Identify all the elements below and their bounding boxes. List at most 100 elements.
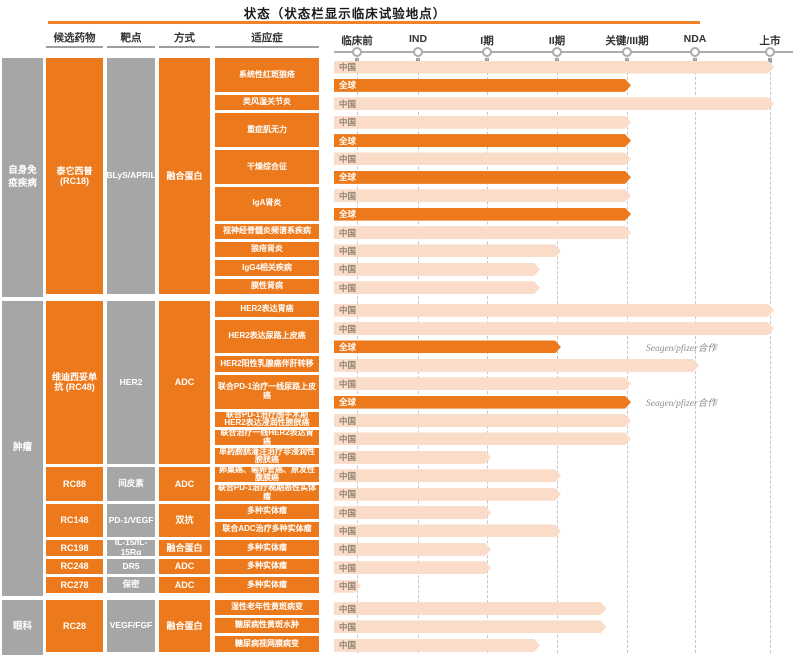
bars-column: 中国 <box>334 485 805 503</box>
indication-row: 多种实体瘤 中国 <box>215 540 805 558</box>
bars-column: 中国 <box>334 636 805 654</box>
stage-marker-circle <box>690 47 700 57</box>
bar-region-label: 全球 <box>339 80 357 91</box>
bar-region-label: 全球 <box>339 172 357 183</box>
indication-cell: 多种实体瘤 <box>215 577 319 593</box>
bar-region-label: 中国 <box>339 544 357 555</box>
pipeline-bar: 中国 <box>334 639 540 652</box>
bar-region-label: 中国 <box>339 360 357 371</box>
pipeline-bar: 中国 <box>334 263 540 276</box>
drug-cell: RC28 <box>46 599 103 652</box>
pipeline-section: 肿瘤 维迪西妥单抗 (RC48) HER2 ADC HER2表达胃癌 中国 HER2表达尿路… <box>2 301 805 596</box>
indication-row: 多种实体瘤 中国 <box>215 503 805 522</box>
category-cell: 自身免疫疾病 <box>2 58 43 298</box>
bar-row: 中国 <box>334 430 805 448</box>
drug-group: RC248 DR5 ADC 多种实体瘤 中国 <box>46 558 805 577</box>
pipeline-bar: 中国 <box>334 602 607 615</box>
category-cell: 眼科 <box>2 599 43 655</box>
bar-region-label: 全球 <box>339 135 357 146</box>
drug-group: RC88 间皮素 ADC 卵巢癌、输卵管癌、原发性腹膜癌 中国 联合PD-1治疗晚期恶性实… <box>46 466 805 504</box>
drug-group: RC198 IL-15/IL-15Rα 融合蛋白 多种实体瘤 中国 <box>46 537 805 558</box>
pipeline-section: 眼科 RC28 VEGF/FGF 融合蛋白 湿性老年性黄斑病变 中国 糖尿病性黄斑水肿 中国糖… <box>2 599 805 655</box>
column-header-target: 靶点 <box>107 31 155 48</box>
drug-groups: 泰它西普 (RC18) BLyS/APRIL 融合蛋白 系统性红斑狼疮 中国 全球 类风湿关… <box>46 58 805 297</box>
indication-row: IgA肾炎 中国 全球 <box>215 186 805 224</box>
bar-region-label: 中国 <box>339 117 357 128</box>
bars-column: 中国 <box>334 540 805 558</box>
bar-region-label: 中国 <box>339 621 357 632</box>
column-header-modality: 方式 <box>159 31 210 48</box>
drug-cell: RC278 <box>46 577 103 593</box>
indication-cell: 多种实体瘤 <box>215 540 319 556</box>
bar-region-label: 中国 <box>339 562 357 573</box>
bars-column: 中国 <box>334 412 805 430</box>
bar-row: 全球 <box>334 76 805 94</box>
indication-row: 重症肌无力 中国 全球 <box>215 113 805 150</box>
bar-row: 中国 <box>334 224 805 242</box>
indication-cell: HER2表达胃癌 <box>215 301 319 317</box>
bars-column: 中国 <box>334 224 805 242</box>
gridline <box>357 57 358 653</box>
bars-column: 中国 <box>334 522 805 540</box>
bar-row: 中国 <box>334 113 805 131</box>
indication-row: 狼疮肾炎 中国 <box>215 241 805 260</box>
modality-cell: ADC <box>159 577 210 593</box>
bars-column: 中国 <box>334 618 805 636</box>
indication-row: 联合PD-1治疗围手术期HER2表达浸润性膀胱癌 中国 <box>215 411 805 430</box>
drug-cell: RC248 <box>46 558 103 575</box>
pipeline-bar: 中国 <box>334 561 491 574</box>
indication-row: 多种实体瘤 中国 <box>215 577 805 595</box>
indications-column: 系统性红斑狼疮 中国 全球 类风湿关节炎 中国 重症肌无力 中国 全球 干燥综合征 中国 全球 IgA… <box>215 58 805 297</box>
bar-region-label: 中国 <box>339 62 357 72</box>
bars-column: 中国 <box>334 430 805 448</box>
bar-row: 中国 <box>334 448 805 466</box>
bar-row: 全球 <box>334 168 805 186</box>
indication-cell: 多种实体瘤 <box>215 503 319 519</box>
target-cell: HER2 <box>107 301 155 464</box>
indication-cell: 糖尿病视网膜病变 <box>215 636 319 652</box>
drug-groups: 维迪西妥单抗 (RC48) HER2 ADC HER2表达胃癌 中国 HER2表达尿路上皮… <box>46 301 805 595</box>
bar-region-label: 中国 <box>339 489 357 500</box>
indication-cell: 类风湿关节炎 <box>215 94 319 111</box>
target-cell: DR5 <box>107 558 155 575</box>
gridline <box>695 57 696 653</box>
bar-region-label: 中国 <box>339 603 357 614</box>
category-cell: 肿瘤 <box>2 301 43 596</box>
pipeline-bar: 中国 <box>334 281 540 294</box>
bar-row: 中国 <box>334 600 805 618</box>
modality-cell: 融合蛋白 <box>159 58 210 295</box>
bar-row: 中国 <box>334 320 805 338</box>
bar-row: 中国 <box>334 540 805 558</box>
indication-row: 糖尿病视网膜病变 中国 <box>215 636 805 654</box>
indication-cell: 单药膀胱灌注治疗非浸润性膀胱癌 <box>215 448 319 464</box>
pipeline-bar: 中国 <box>334 620 607 633</box>
bars-column: 中国 <box>334 600 805 618</box>
drug-groups: RC28 VEGF/FGF 融合蛋白 湿性老年性黄斑病变 中国 糖尿病性黄斑水肿 中国 糖尿病… <box>46 599 805 655</box>
partnership-note: Seagen/pfizer合作 <box>646 343 717 354</box>
bars-column: 中国 全球 <box>334 187 805 224</box>
bar-region-label: 中国 <box>339 452 357 463</box>
drug-cell: RC148 <box>46 503 103 538</box>
indication-cell: 联合治疗一线HER2表达胃癌 <box>215 429 319 446</box>
bars-column: 中国 全球 <box>334 58 805 95</box>
bar-row: 中国 <box>334 375 805 393</box>
bar-row: 中国 <box>334 301 805 319</box>
indication-row: HER2阳性乳腺癌伴肝转移 中国 <box>215 356 805 374</box>
indication-cell: 联合PD-1治疗围手术期HER2表达浸润性膀胱癌 <box>215 411 319 427</box>
drug-group: 维迪西妥单抗 (RC48) HER2 ADC HER2表达胃癌 中国 HER2表达尿路上皮… <box>46 301 805 467</box>
title-rule <box>48 21 700 24</box>
pipeline-bar: 中国 <box>334 506 491 519</box>
pipeline-bar: 全球 <box>334 171 631 184</box>
bar-region-label: 中国 <box>339 433 357 444</box>
indications-column: 多种实体瘤 中国 <box>215 558 805 577</box>
bars-column: 中国 全球 <box>334 113 805 150</box>
indication-cell: 糖尿病性黄斑水肿 <box>215 617 319 634</box>
pipeline-bar: 中国 <box>334 244 561 257</box>
bar-row: 中国 <box>334 150 805 168</box>
indication-row: 膜性肾病 中国 <box>215 278 805 297</box>
bar-region-label: 中国 <box>339 507 357 518</box>
indication-cell: HER2阳性乳腺癌伴肝转移 <box>215 356 319 372</box>
modality-cell: ADC <box>159 558 210 575</box>
indication-cell: 联合ADC治疗多种实体瘤 <box>215 521 319 538</box>
bars-column: 中国 <box>334 242 805 260</box>
